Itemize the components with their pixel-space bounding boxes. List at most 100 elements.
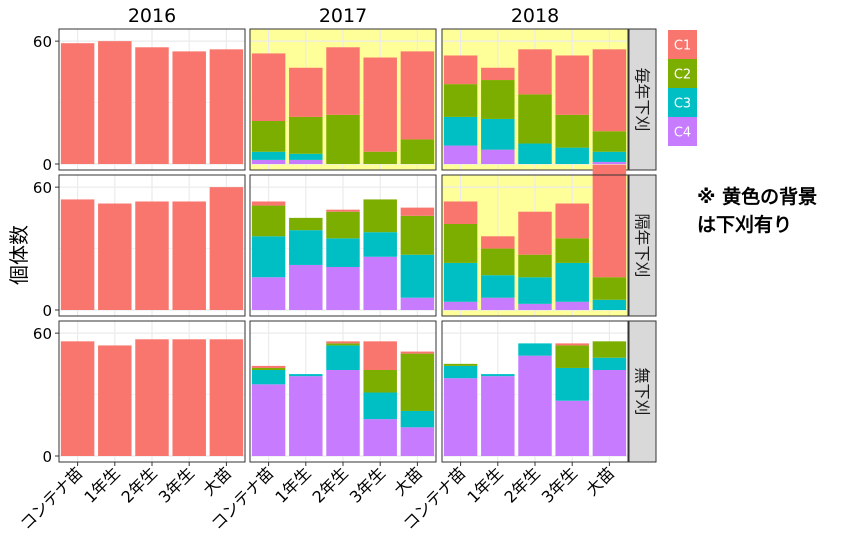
y-tick-label: 0 bbox=[42, 302, 52, 320]
bar-1年生-C3 bbox=[289, 230, 323, 265]
bar-2年生-C1 bbox=[326, 341, 360, 344]
bar-3年生-C4 bbox=[363, 256, 397, 310]
row-strip-毎年下刈 bbox=[628, 28, 657, 171]
bar-コンテナ苗-C1 bbox=[60, 341, 95, 456]
bar-3年生-C1 bbox=[172, 201, 206, 310]
bar-大苗-C4 bbox=[400, 297, 435, 310]
bar-1年生-C2 bbox=[289, 217, 323, 231]
bar-1年生-C2 bbox=[481, 248, 515, 276]
bar-1年生-C1 bbox=[98, 41, 132, 165]
bar-大苗-C3 bbox=[592, 299, 627, 310]
highlight-note: ※ 黄色の背景 は下刈有り bbox=[697, 183, 817, 239]
bar-コンテナ苗-C1 bbox=[60, 43, 95, 164]
bar-1年生-C3 bbox=[481, 118, 515, 150]
bar-3年生-C2 bbox=[555, 238, 589, 263]
legend-label-C4: C4 bbox=[674, 126, 691, 141]
y-tick-label: 60 bbox=[33, 179, 52, 197]
bar-1年生-C3 bbox=[289, 374, 323, 377]
bar-コンテナ苗-C3 bbox=[443, 365, 478, 379]
legend-label-C2: C2 bbox=[674, 68, 691, 83]
bar-3年生-C2 bbox=[555, 114, 589, 148]
x-tick-label: 大苗 bbox=[199, 463, 235, 499]
bar-コンテナ苗-C3 bbox=[251, 151, 286, 160]
row-strip-隔年下刈 bbox=[628, 174, 657, 317]
bar-大苗-C1 bbox=[209, 339, 244, 456]
bar-大苗-C4 bbox=[592, 161, 627, 164]
bar-3年生-C3 bbox=[555, 147, 589, 164]
row-strip-label: 毎年下刈 bbox=[633, 67, 652, 131]
bar-大苗-C1 bbox=[592, 164, 627, 278]
bar-コンテナ苗-C1 bbox=[443, 55, 478, 85]
x-tick-label: 3年生 bbox=[155, 463, 198, 506]
bar-2年生-C4 bbox=[518, 355, 552, 456]
bar-大苗-C3 bbox=[400, 410, 435, 428]
bar-2年生-C4 bbox=[518, 303, 552, 310]
panel-border bbox=[58, 174, 246, 317]
bar-大苗-C1 bbox=[592, 49, 627, 132]
bar-大苗-C2 bbox=[592, 341, 627, 358]
bar-コンテナ苗-C4 bbox=[443, 378, 478, 456]
bar-コンテナ苗-C4 bbox=[251, 277, 286, 310]
bar-1年生-C4 bbox=[481, 297, 515, 310]
legend-label-C1: C1 bbox=[674, 39, 691, 54]
bar-コンテナ苗-C2 bbox=[443, 224, 478, 263]
bar-大苗-C3 bbox=[592, 357, 627, 370]
x-tick-label: 大苗 bbox=[390, 463, 426, 499]
x-tick-label: 1年生 bbox=[463, 463, 506, 506]
bar-大苗-C2 bbox=[592, 277, 627, 300]
bar-3年生-C1 bbox=[555, 55, 589, 115]
y-tick-label: 0 bbox=[42, 156, 52, 174]
column-header-2017: 2017 bbox=[319, 5, 367, 27]
bar-コンテナ苗-C4 bbox=[443, 301, 478, 310]
bar-コンテナ苗-C3 bbox=[251, 236, 286, 278]
x-tick-label: 2年生 bbox=[309, 463, 352, 506]
bar-3年生-C1 bbox=[555, 343, 589, 346]
legend-key-C2 bbox=[668, 59, 697, 88]
x-tick-label: 1年生 bbox=[271, 463, 314, 506]
bar-3年生-C4 bbox=[363, 419, 397, 456]
bar-3年生-C4 bbox=[555, 301, 589, 310]
bar-3年生-C2 bbox=[363, 370, 397, 393]
bar-コンテナ苗-C1 bbox=[443, 201, 478, 224]
x-tick-label: コンテナ苗 bbox=[16, 463, 86, 533]
bar-コンテナ苗-C4 bbox=[443, 145, 478, 164]
x-tick-label: 2年生 bbox=[118, 463, 161, 506]
bar-コンテナ苗-C1 bbox=[251, 53, 286, 121]
bar-1年生-C1 bbox=[98, 345, 132, 456]
panel-border bbox=[249, 28, 437, 171]
bar-大苗-C1 bbox=[400, 51, 435, 140]
bar-2年生-C4 bbox=[326, 370, 360, 456]
bar-2年生-C1 bbox=[518, 211, 552, 255]
x-tick-label: 1年生 bbox=[80, 463, 123, 506]
panel-border bbox=[58, 28, 246, 171]
bar-大苗-C1 bbox=[400, 207, 435, 216]
bar-3年生-C1 bbox=[363, 57, 397, 152]
bar-コンテナ苗-C1 bbox=[251, 365, 286, 368]
bar-2年生-C2 bbox=[518, 254, 552, 278]
bar-大苗-C2 bbox=[400, 215, 435, 255]
bar-大苗-C1 bbox=[209, 49, 244, 165]
row-strip-label: 隔年下刈 bbox=[633, 213, 652, 277]
bar-3年生-C3 bbox=[363, 392, 397, 420]
x-tick-label: 大苗 bbox=[582, 463, 618, 499]
x-tick-label: 2年生 bbox=[501, 463, 544, 506]
bar-1年生-C2 bbox=[289, 116, 323, 154]
legend-key-C1 bbox=[668, 30, 697, 59]
bar-3年生-C1 bbox=[555, 203, 589, 239]
bar-コンテナ苗-C3 bbox=[251, 370, 286, 385]
bar-2年生-C1 bbox=[135, 201, 169, 310]
x-tick-label: 3年生 bbox=[346, 463, 389, 506]
bar-大苗-C3 bbox=[400, 254, 435, 298]
bar-コンテナ苗-C4 bbox=[251, 384, 286, 456]
bar-2年生-C3 bbox=[326, 345, 360, 370]
legend-label-C3: C3 bbox=[674, 97, 691, 112]
bar-1年生-C4 bbox=[481, 376, 515, 456]
panel-border bbox=[441, 28, 629, 171]
bar-3年生-C2 bbox=[363, 151, 397, 164]
bar-3年生-C3 bbox=[555, 367, 589, 401]
bar-2年生-C2 bbox=[326, 343, 360, 346]
bar-2年生-C3 bbox=[326, 238, 360, 267]
bar-1年生-C4 bbox=[289, 159, 323, 164]
legend-key-C3 bbox=[668, 88, 697, 117]
bar-コンテナ苗-C4 bbox=[251, 159, 286, 164]
